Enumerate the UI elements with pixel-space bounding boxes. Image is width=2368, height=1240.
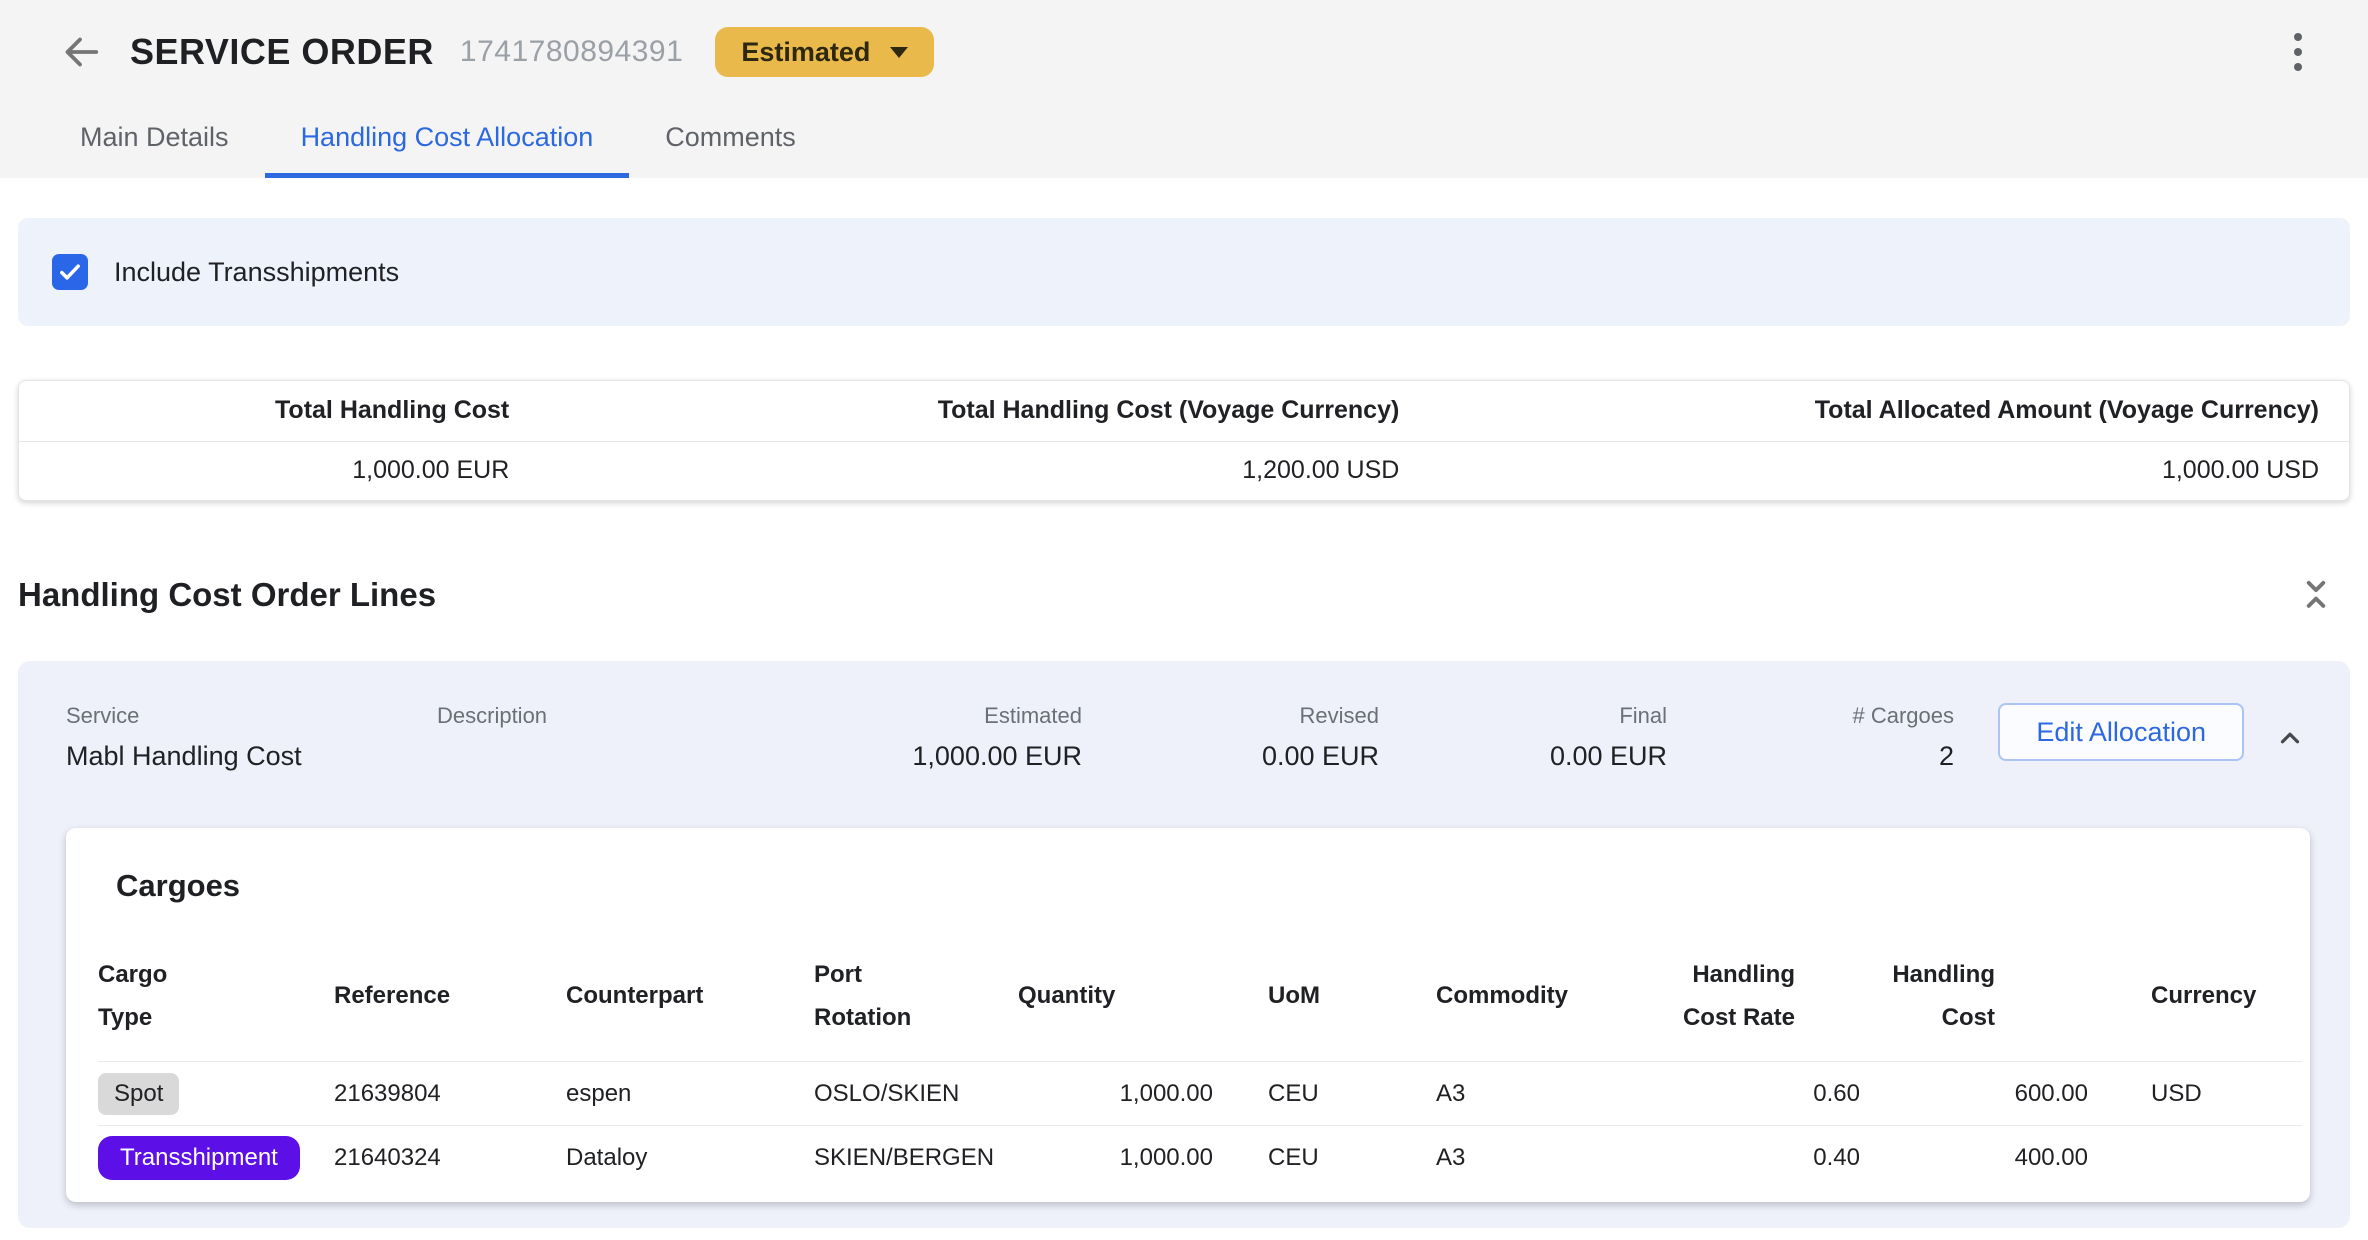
cell-quantity: 1,000.00 xyxy=(1018,1126,1213,1190)
cell-handling-cost: 400.00 xyxy=(1860,1126,2088,1190)
cell-handling-cost-rate: 0.60 xyxy=(1660,1062,1860,1126)
col-uom: UoM xyxy=(1213,948,1436,1062)
status-label: Estimated xyxy=(741,37,870,68)
totals-value-handling-cost-voyage: 1,200.00 USD xyxy=(529,441,1419,500)
cell-handling-cost-rate: 0.40 xyxy=(1660,1126,1860,1190)
cell-port-rotation: OSLO/SKIEN xyxy=(814,1062,1018,1126)
estimated-value: 1,000.00 EUR xyxy=(782,741,1082,772)
totals-card: Total Handling Cost Total Handling Cost … xyxy=(18,380,2350,501)
totals-value-handling-cost: 1,000.00 EUR xyxy=(19,441,529,500)
cell-commodity: A3 xyxy=(1436,1126,1660,1190)
final-label: Final xyxy=(1379,703,1667,729)
tab-bar: Main Details Handling Cost Allocation Co… xyxy=(0,98,2368,178)
cell-currency: USD xyxy=(2088,1062,2302,1126)
totals-header-allocated-voyage: Total Allocated Amount (Voyage Currency) xyxy=(1419,381,2349,441)
order-line-panel: Service Mabl Handling Cost Description E… xyxy=(18,661,2350,1228)
cargo-row: Spot 21639804 espen OSLO/SKIEN 1,000.00 … xyxy=(98,1062,2302,1126)
final-value: 0.00 EUR xyxy=(1379,741,1667,772)
chevron-up-icon xyxy=(2275,723,2305,753)
cargo-type-badge: Transshipment xyxy=(98,1136,300,1180)
cell-uom: CEU xyxy=(1213,1062,1436,1126)
collapse-all-button[interactable] xyxy=(2294,567,2338,623)
more-options-button[interactable] xyxy=(2276,30,2320,74)
unfold-less-icon xyxy=(2299,573,2333,617)
include-transshipments-label: Include Transshipments xyxy=(114,257,399,288)
cell-reference: 21639804 xyxy=(334,1062,566,1126)
tab-main-details[interactable]: Main Details xyxy=(44,98,265,178)
cell-commodity: A3 xyxy=(1436,1062,1660,1126)
cell-currency xyxy=(2088,1126,2302,1190)
revised-value: 0.00 EUR xyxy=(1082,741,1379,772)
checkmark-icon xyxy=(56,258,84,286)
include-transshipments-checkbox[interactable] xyxy=(52,254,88,290)
num-cargoes-label: # Cargoes xyxy=(1667,703,1954,729)
arrow-left-icon xyxy=(60,32,100,72)
collapse-line-button[interactable] xyxy=(2270,718,2310,758)
col-reference: Reference xyxy=(334,948,566,1062)
cargo-row: Transshipment 21640324 Dataloy SKIEN/BER… xyxy=(98,1126,2302,1190)
status-dropdown[interactable]: Estimated xyxy=(715,27,934,77)
cargoes-card: Cargoes Cargo Type Reference Counterpart… xyxy=(66,828,2310,1202)
totals-value-allocated-voyage: 1,000.00 USD xyxy=(1419,441,2349,500)
totals-header-handling-cost-voyage: Total Handling Cost (Voyage Currency) xyxy=(529,381,1419,441)
cell-counterpart: espen xyxy=(566,1062,814,1126)
caret-down-icon xyxy=(890,47,908,58)
tab-handling-cost-allocation[interactable]: Handling Cost Allocation xyxy=(265,98,630,178)
cell-counterpart: Dataloy xyxy=(566,1126,814,1190)
cell-handling-cost: 600.00 xyxy=(1860,1062,2088,1126)
cargoes-title: Cargoes xyxy=(116,868,2278,904)
cell-port-rotation: SKIEN/BERGEN xyxy=(814,1126,1018,1190)
estimated-label: Estimated xyxy=(782,703,1082,729)
edit-allocation-button[interactable]: Edit Allocation xyxy=(1998,703,2244,761)
service-value: Mabl Handling Cost xyxy=(66,741,437,772)
cell-uom: CEU xyxy=(1213,1126,1436,1190)
tab-comments[interactable]: Comments xyxy=(629,98,832,178)
kebab-vertical-icon xyxy=(2294,33,2302,41)
col-counterpart: Counterpart xyxy=(566,948,814,1062)
col-port-rotation: Port Rotation xyxy=(814,954,919,1039)
page-title: SERVICE ORDER xyxy=(130,31,434,73)
col-cargo-type: Cargo Type xyxy=(98,954,203,1039)
include-transshipments-panel: Include Transshipments xyxy=(18,218,2350,326)
cargoes-table: Cargo Type Reference Counterpart Port Ro… xyxy=(98,948,2302,1190)
order-id: 1741780894391 xyxy=(460,35,683,69)
header: SERVICE ORDER 1741780894391 Estimated Ma… xyxy=(0,0,2368,178)
cell-reference: 21640324 xyxy=(334,1126,566,1190)
col-currency: Currency xyxy=(2088,948,2302,1062)
col-handling-cost-rate: Handling Cost Rate xyxy=(1660,954,1795,1039)
cargo-type-badge: Spot xyxy=(98,1073,179,1115)
col-commodity: Commodity xyxy=(1436,948,1660,1062)
cargoes-header-row: Cargo Type Reference Counterpart Port Ro… xyxy=(98,948,2302,1062)
section-title: Handling Cost Order Lines xyxy=(18,576,436,614)
revised-label: Revised xyxy=(1082,703,1379,729)
order-line-summary: Service Mabl Handling Cost Description E… xyxy=(66,703,2310,772)
num-cargoes-value: 2 xyxy=(1667,741,1954,772)
back-button[interactable] xyxy=(58,30,102,74)
cell-quantity: 1,000.00 xyxy=(1018,1062,1213,1126)
service-label: Service xyxy=(66,703,437,729)
description-label: Description xyxy=(437,703,782,729)
totals-header-handling-cost: Total Handling Cost xyxy=(19,381,529,441)
col-quantity: Quantity xyxy=(1018,948,1213,1062)
col-handling-cost: Handling Cost xyxy=(1860,954,1995,1039)
